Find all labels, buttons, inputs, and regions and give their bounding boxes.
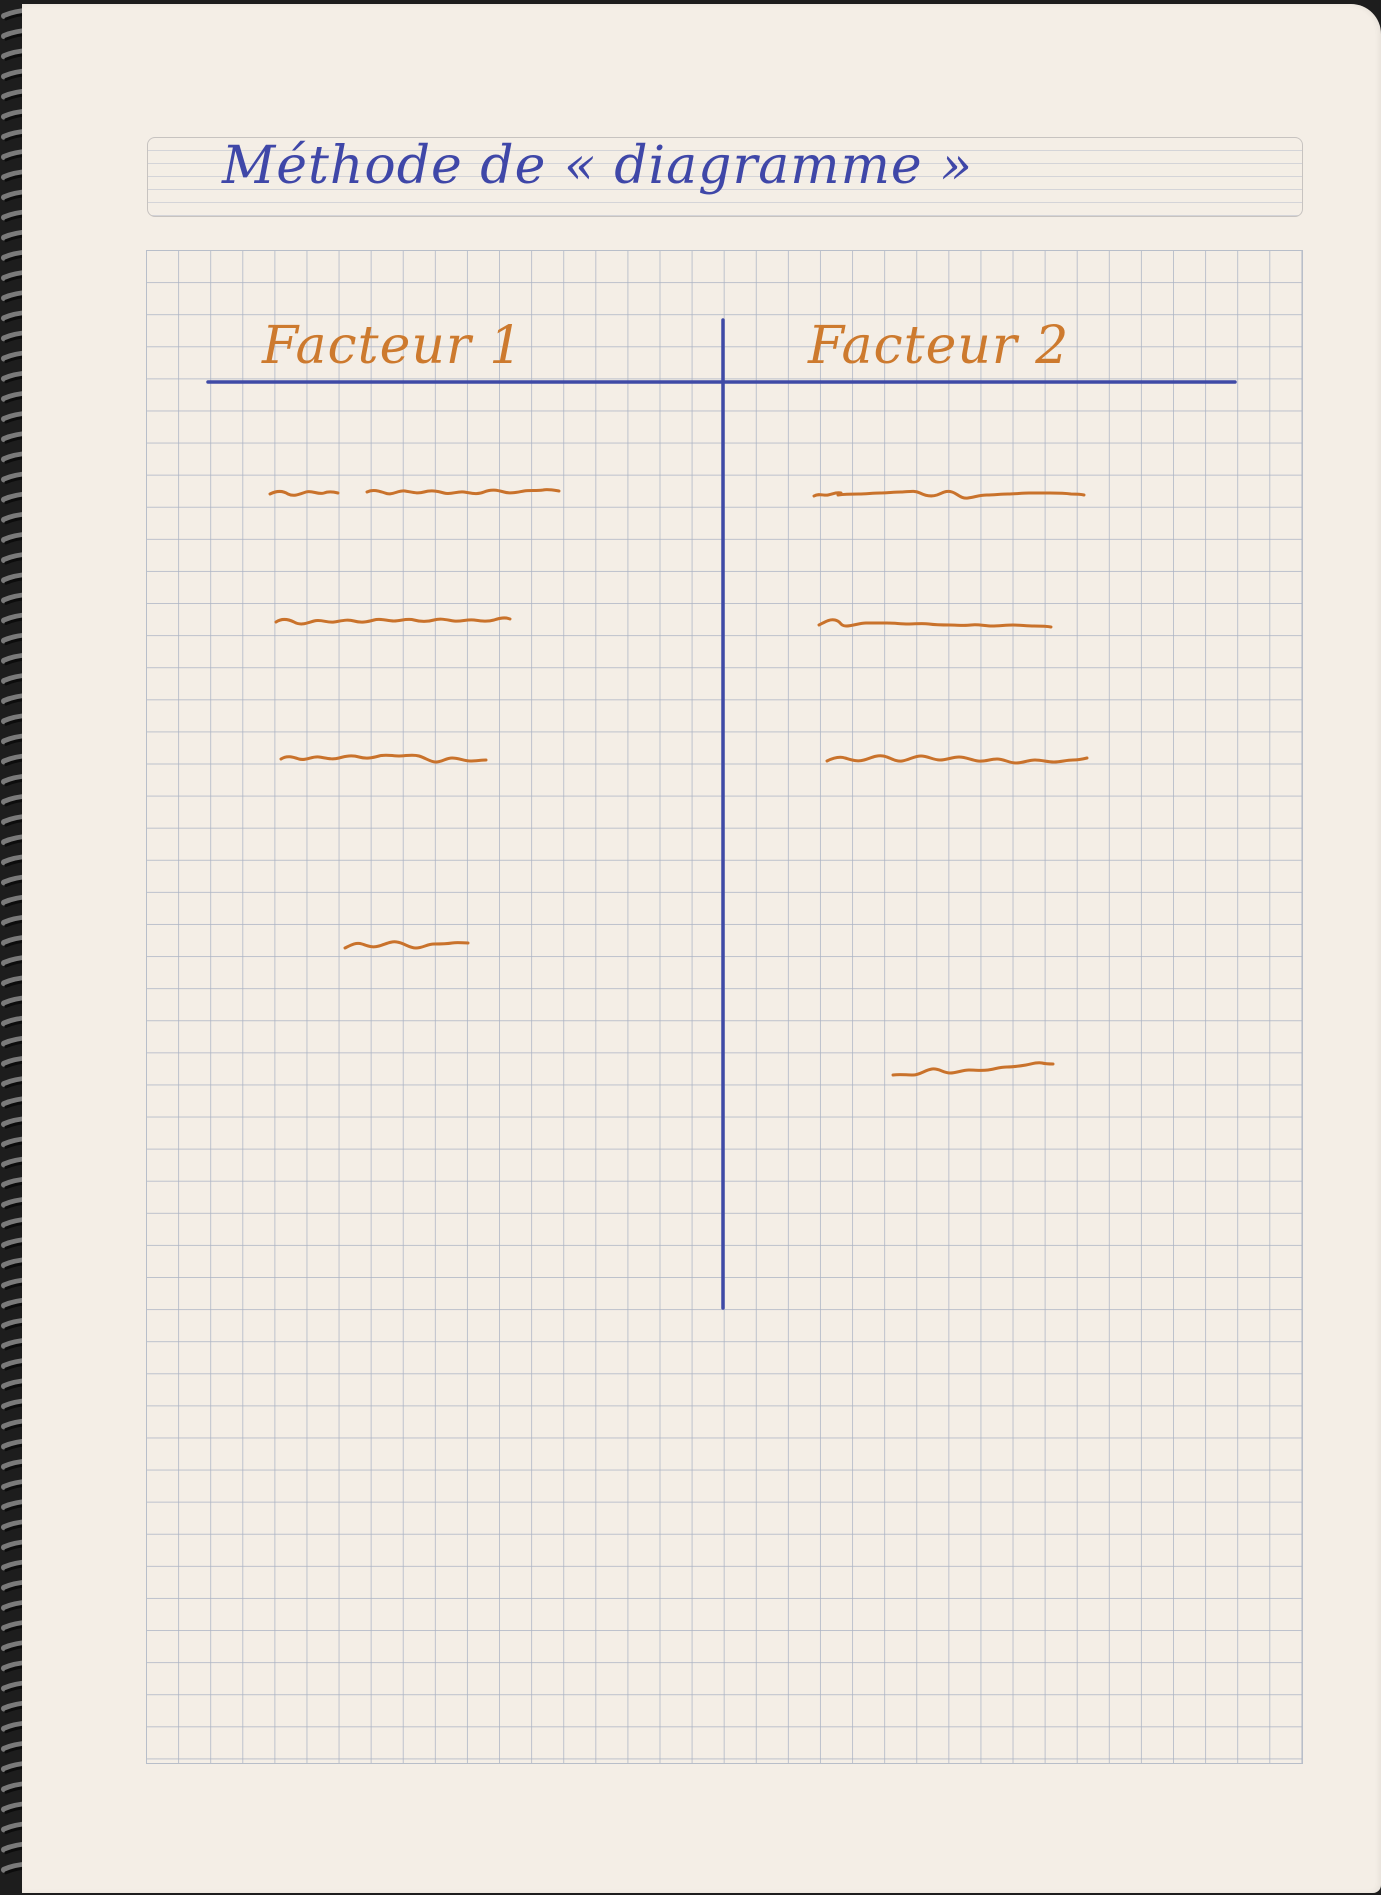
column-heading-facteur-1: Facteur 1 bbox=[262, 316, 524, 376]
squared-grid bbox=[146, 250, 1303, 1764]
title-box bbox=[147, 137, 1303, 217]
page-title: Méthode de « diagramme » bbox=[222, 136, 974, 196]
column-heading-facteur-2: Facteur 2 bbox=[808, 316, 1070, 376]
